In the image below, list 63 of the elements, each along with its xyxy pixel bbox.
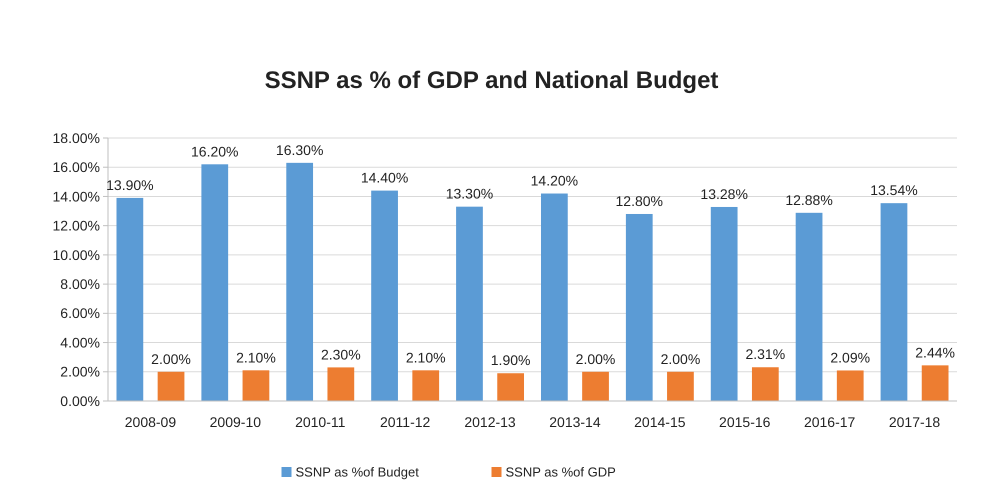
bar [540, 194, 568, 401]
x-tick-label: 2015-16 [719, 414, 771, 430]
data-label: 12.88% [785, 192, 833, 208]
y-tick-label: 6.00% [60, 305, 100, 322]
data-label: 2.44% [915, 344, 955, 360]
y-tick-label: 2.00% [60, 364, 100, 380]
chart-title: SSNP as % of GDP and National Budget [264, 67, 718, 94]
bar [412, 370, 440, 401]
y-tick-label: 4.00% [60, 334, 100, 350]
bar [710, 206, 738, 401]
data-label: 2.00% [151, 350, 191, 367]
y-tick-label: 8.00% [60, 276, 100, 292]
y-tick-label: 0.00% [60, 392, 100, 409]
x-tick-label: 2008-09 [124, 414, 176, 430]
bar [116, 198, 144, 401]
x-tick-label: 2017-18 [888, 414, 940, 430]
data-label: 2.10% [406, 349, 446, 366]
x-tick-label: 2010-11 [295, 414, 346, 430]
y-tick-label: 10.00% [52, 246, 100, 263]
bar [836, 370, 864, 401]
y-tick-label: 16.00% [52, 159, 100, 176]
data-label: 2.31% [745, 346, 786, 362]
data-label: 2.00% [576, 350, 616, 367]
data-label: 13.30% [446, 186, 494, 202]
legend-label: SSNP as %of GDP [506, 464, 616, 480]
data-label: 2.09% [830, 349, 870, 366]
data-label: 2.30% [320, 346, 361, 362]
bar [456, 206, 483, 401]
x-tick-label: 2016-17 [804, 414, 856, 430]
x-tick-label: 2009-10 [210, 414, 262, 430]
data-label: 16.20% [191, 143, 239, 160]
bar [327, 367, 354, 401]
bar [158, 372, 184, 401]
data-label: 13.28% [700, 186, 748, 202]
data-label: 13.90% [106, 176, 154, 193]
bar [497, 373, 524, 401]
bar [922, 365, 949, 401]
data-label: 1.90% [490, 352, 530, 368]
data-label: 13.54% [870, 182, 918, 198]
bar [286, 162, 314, 401]
bar [201, 164, 228, 401]
bar [582, 372, 609, 401]
bar [880, 203, 908, 401]
data-label: 14.40% [360, 170, 408, 186]
bar [371, 190, 398, 401]
data-label: 14.20% [530, 172, 578, 189]
bar [242, 370, 270, 401]
data-label: 12.80% [616, 192, 664, 209]
data-label: 16.30% [276, 142, 324, 158]
y-tick-label: 18.00% [52, 130, 100, 146]
bar [667, 372, 694, 401]
bar [796, 212, 822, 401]
data-label: 2.00% [660, 350, 700, 367]
bar [626, 214, 653, 401]
y-tick-label: 12.00% [52, 218, 100, 234]
y-tick-label: 14.00% [52, 188, 100, 204]
x-tick-label: 2011-12 [380, 414, 431, 430]
x-tick-label: 2012-13 [464, 414, 516, 430]
x-tick-label: 2014-15 [634, 414, 686, 430]
legend-label: SSNP as %of Budget [296, 464, 420, 480]
x-tick-label: 2013-14 [549, 414, 601, 430]
bar [752, 367, 779, 401]
data-label: 2.10% [236, 349, 276, 366]
